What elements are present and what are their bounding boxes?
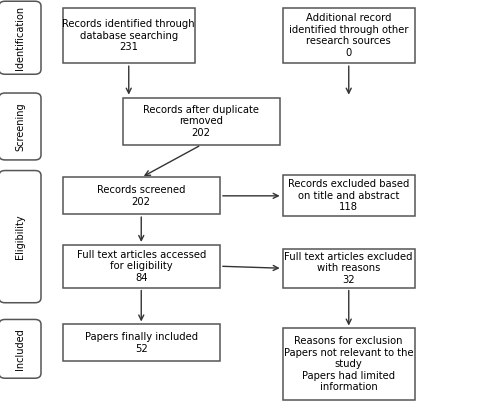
Text: Records excluded based
on title and abstract
118: Records excluded based on title and abst… <box>288 179 410 213</box>
Text: Full text articles accessed
for eligibility
84: Full text articles accessed for eligibil… <box>76 250 206 283</box>
FancyBboxPatch shape <box>282 249 415 288</box>
Text: Records identified through
database searching
231: Records identified through database sear… <box>62 19 195 52</box>
Text: Screening: Screening <box>15 102 25 151</box>
FancyBboxPatch shape <box>62 177 220 214</box>
Text: Papers finally included
52: Papers finally included 52 <box>84 332 198 353</box>
Text: Additional record
identified through other
research sources
0: Additional record identified through oth… <box>289 13 408 58</box>
Text: Full text articles excluded
with reasons
32: Full text articles excluded with reasons… <box>284 252 413 285</box>
FancyBboxPatch shape <box>0 93 41 160</box>
Text: Records screened
202: Records screened 202 <box>97 185 186 206</box>
Text: Eligibility: Eligibility <box>15 214 25 259</box>
Text: Records after duplicate
removed
202: Records after duplicate removed 202 <box>143 105 259 138</box>
FancyBboxPatch shape <box>282 328 415 400</box>
Text: Identification: Identification <box>15 5 25 70</box>
FancyBboxPatch shape <box>62 8 195 63</box>
Text: Included: Included <box>15 328 25 370</box>
FancyBboxPatch shape <box>282 8 415 63</box>
FancyBboxPatch shape <box>0 1 41 74</box>
FancyBboxPatch shape <box>122 98 280 145</box>
Text: Reasons for exclusion
Papers not relevant to the
study
Papers had limited
inform: Reasons for exclusion Papers not relevan… <box>284 336 414 392</box>
FancyBboxPatch shape <box>0 171 41 303</box>
FancyBboxPatch shape <box>0 319 41 378</box>
FancyBboxPatch shape <box>62 324 220 361</box>
FancyBboxPatch shape <box>282 175 415 216</box>
FancyBboxPatch shape <box>62 245 220 288</box>
